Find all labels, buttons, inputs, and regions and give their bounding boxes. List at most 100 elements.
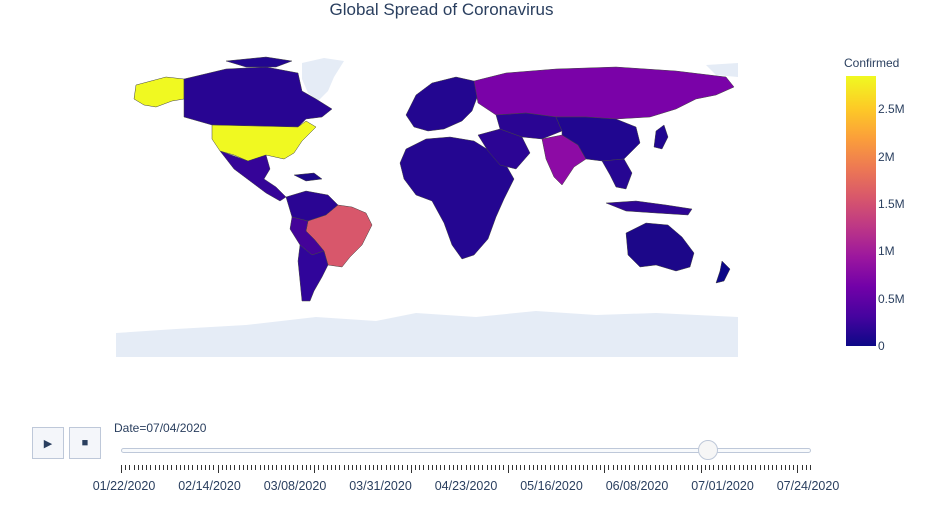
slider-tick — [146, 465, 148, 470]
slider-tick — [142, 465, 143, 470]
play-icon: ▶ — [43, 437, 53, 450]
region-africa[interactable] — [399, 136, 515, 260]
slider-tick — [364, 465, 366, 470]
region-caribbean[interactable] — [293, 172, 323, 182]
slider-tick — [394, 465, 396, 470]
slider-tick — [314, 465, 316, 473]
slider-tick — [436, 465, 438, 470]
slider-ticks — [121, 465, 811, 473]
slider-tick — [713, 465, 715, 470]
region-mexico[interactable] — [219, 150, 287, 202]
region-canada-islands[interactable] — [225, 56, 293, 68]
slider-tick — [280, 465, 282, 470]
slider-tick — [553, 465, 555, 470]
slider-tick — [150, 465, 152, 470]
slider-tick — [780, 465, 782, 470]
slider-tick — [490, 465, 492, 470]
far-right-greenland — [706, 63, 738, 77]
slider-tick — [440, 465, 442, 470]
slider-tick-label[interactable]: 07/24/2020 — [776, 479, 840, 493]
slider-tick — [759, 465, 761, 470]
slider-rail[interactable] — [121, 448, 811, 453]
slider-tick — [167, 465, 169, 470]
region-russia[interactable] — [473, 66, 735, 120]
slider-tick — [179, 465, 181, 470]
slider-handle[interactable] — [697, 440, 718, 460]
slider-tick — [381, 465, 383, 470]
slider-tick-label[interactable]: 07/01/2020 — [691, 479, 754, 493]
slider-tick — [616, 465, 618, 470]
slider-tick-label[interactable]: 04/23/2020 — [434, 479, 498, 493]
play-button[interactable]: ▶ — [32, 427, 64, 459]
slider-tick — [730, 465, 732, 470]
colorbar-tick-label: 2M — [878, 149, 895, 164]
slider-tick — [125, 465, 127, 470]
slider-tick — [700, 465, 702, 473]
region-europe[interactable] — [405, 76, 479, 132]
slider-tick — [339, 465, 341, 470]
slider-tick — [326, 465, 328, 470]
slider-tick — [234, 465, 236, 470]
slider-tick — [415, 465, 417, 470]
slider-tick — [461, 465, 463, 470]
region-japan[interactable] — [653, 124, 669, 150]
world-map[interactable] — [116, 55, 738, 357]
slider-tick — [654, 465, 656, 470]
slider-tick-label[interactable]: 06/08/2020 — [605, 479, 669, 493]
slider-tick — [247, 465, 249, 470]
slider-tick — [797, 465, 799, 473]
slider-tick — [637, 465, 639, 470]
slider-tick — [620, 465, 622, 470]
slider-tick — [557, 465, 559, 470]
slider-tick-label[interactable]: 05/16/2020 — [520, 479, 583, 493]
slider-tick — [721, 465, 723, 470]
slider-tick — [591, 465, 593, 470]
slider-tick — [335, 465, 337, 470]
slider-tick — [360, 465, 362, 470]
slider-tick — [310, 465, 312, 470]
slider-tick — [192, 465, 194, 470]
region-alaska[interactable] — [133, 76, 185, 108]
slider-tick — [377, 465, 379, 470]
region-southeast-asia[interactable] — [601, 158, 633, 190]
region-new-zealand[interactable] — [715, 260, 731, 284]
slider-tick — [419, 465, 421, 470]
slider-tick — [209, 465, 211, 470]
region-southern-cone[interactable] — [297, 244, 329, 302]
slider-tick-label[interactable]: 01/22/2020 — [92, 479, 156, 493]
slider-tick — [196, 465, 198, 470]
slider-tick — [810, 465, 811, 470]
slider-tick — [688, 465, 690, 470]
slider-tick — [805, 465, 807, 470]
slider-tick — [675, 465, 677, 470]
slider-tick — [532, 465, 534, 470]
slider-tick — [129, 465, 131, 470]
slider-tick — [184, 465, 186, 470]
stop-icon: ■ — [81, 437, 89, 449]
slider-tick — [410, 465, 412, 473]
slider-tick — [171, 465, 173, 470]
slider-tick — [520, 465, 522, 470]
slider-tick — [175, 465, 177, 470]
slider-tick — [268, 465, 270, 470]
slider-tick-label[interactable]: 02/14/2020 — [178, 479, 241, 493]
slider-tick — [734, 465, 736, 470]
slider-tick — [692, 465, 694, 470]
slider-tick — [662, 465, 664, 470]
slider-tick — [515, 465, 517, 470]
slider-tick — [583, 465, 585, 470]
slider-tick-label[interactable]: 03/08/2020 — [263, 479, 327, 493]
slider-tick — [406, 465, 408, 470]
greenland-shape — [302, 58, 344, 101]
region-central-asia[interactable] — [495, 112, 563, 140]
slider-tick — [625, 465, 627, 470]
slider-tick — [137, 465, 139, 470]
region-australia[interactable] — [625, 222, 695, 272]
slider-tick — [322, 465, 324, 470]
stop-button[interactable]: ■ — [69, 427, 101, 459]
colorbar-tick-label: 2.5M — [878, 102, 905, 117]
slider-tick — [658, 465, 660, 470]
region-indonesia[interactable] — [605, 200, 693, 216]
slider-tick — [205, 465, 207, 470]
slider-tick-label[interactable]: 03/31/2020 — [349, 479, 412, 493]
